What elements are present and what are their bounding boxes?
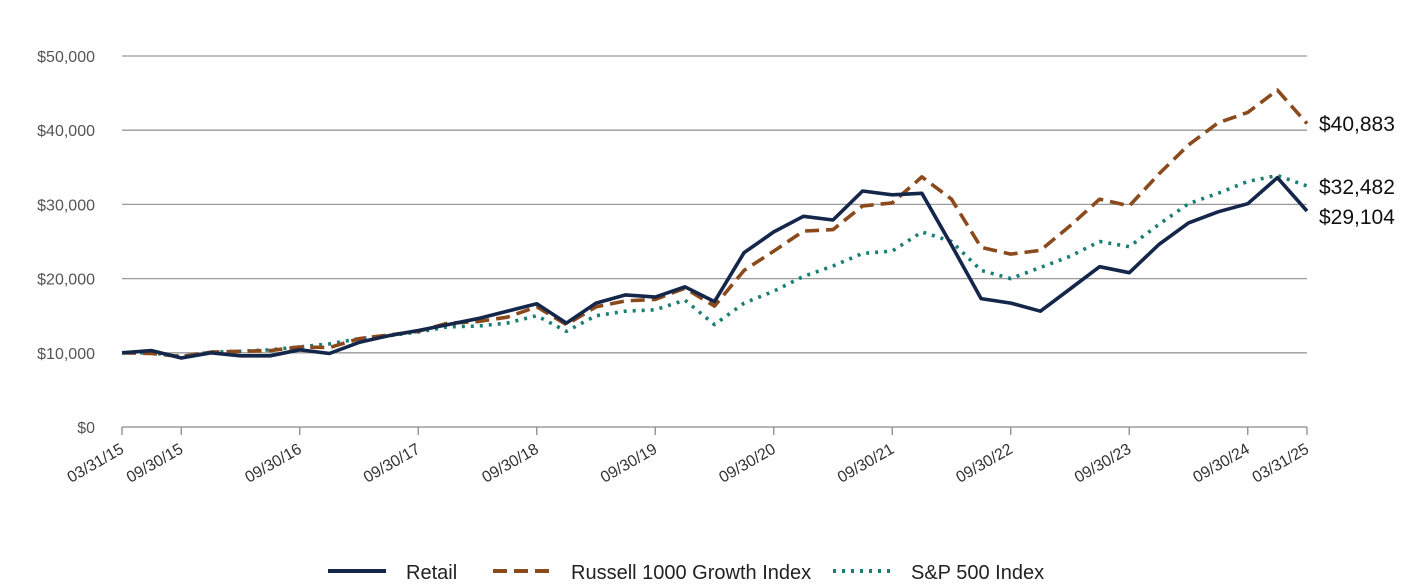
x-tick-label: 09/30/19 — [598, 441, 661, 487]
legend-label: Retail — [406, 562, 457, 584]
x-tick-label: 03/31/25 — [1250, 441, 1313, 487]
legend-item-russell-1000-growth-index: Russell 1000 Growth Index — [493, 562, 811, 584]
y-tick-label: $50,000 — [37, 49, 95, 66]
series-line-russell-1000-growth-index — [121, 88, 1309, 359]
end-value-label-s-p-500-index: $32,482 — [1319, 176, 1395, 199]
x-tick-label: 09/30/17 — [361, 441, 424, 487]
x-tick-label: 09/30/22 — [953, 441, 1016, 487]
legend-label: Russell 1000 Growth Index — [571, 562, 811, 584]
y-axis-ticks: $0 $10,000 $20,000 $30,000 $40,000 $50,000 — [37, 49, 95, 437]
x-tick-label: 09/30/16 — [242, 441, 305, 487]
end-value-label-russell-1000-growth-index: $40,883 — [1319, 113, 1395, 136]
series-lines — [121, 88, 1309, 360]
legend-label: S&P 500 Index — [911, 562, 1044, 584]
series-line-retail — [121, 175, 1309, 360]
legend-item-s-p-500-index: S&P 500 Index — [833, 562, 1044, 584]
legend-item-retail: Retail — [328, 562, 457, 584]
legend: Retail Russell 1000 Growth Index S&P 500 I… — [328, 562, 1044, 584]
x-tick-label: 09/30/24 — [1190, 441, 1253, 487]
x-tick-label: 03/31/15 — [65, 441, 128, 487]
end-value-label-retail: $29,104 — [1319, 206, 1395, 229]
gridlines — [122, 55, 1307, 354]
series-line-s-p-500-index — [122, 173, 1308, 359]
x-tick-label: 09/30/23 — [1072, 441, 1135, 487]
y-tick-label: $40,000 — [37, 123, 95, 140]
x-tick-label: 09/30/21 — [835, 441, 898, 487]
y-tick-label: $20,000 — [37, 272, 95, 289]
x-tick-label: 09/30/18 — [479, 441, 542, 487]
y-tick-label: $0 — [77, 420, 95, 437]
y-tick-label: $30,000 — [37, 197, 95, 214]
x-tick-label: 09/30/20 — [716, 441, 779, 487]
x-tick-label: 09/30/15 — [124, 441, 187, 487]
end-value-labels: $29,104 $40,883 $32,482 — [1319, 113, 1395, 229]
y-tick-label: $10,000 — [37, 346, 95, 363]
